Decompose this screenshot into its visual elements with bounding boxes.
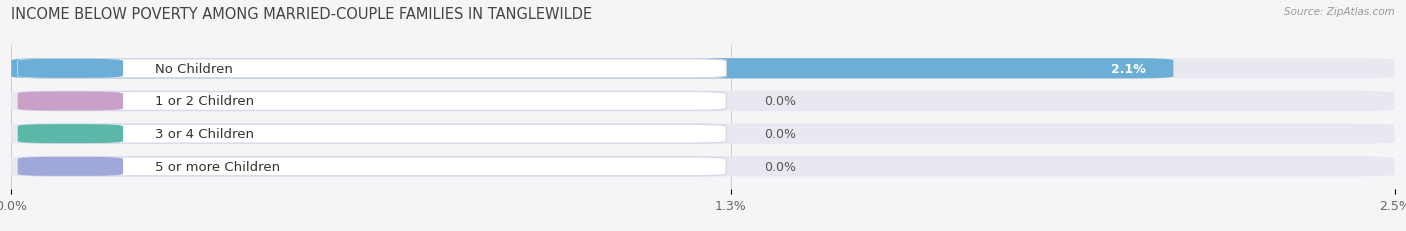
Text: 1 or 2 Children: 1 or 2 Children (155, 95, 254, 108)
FancyBboxPatch shape (18, 60, 727, 78)
Text: 0.0%: 0.0% (763, 128, 796, 140)
FancyBboxPatch shape (18, 157, 124, 176)
FancyBboxPatch shape (11, 91, 1395, 112)
Text: 0.0%: 0.0% (763, 160, 796, 173)
FancyBboxPatch shape (11, 59, 1174, 79)
Text: INCOME BELOW POVERTY AMONG MARRIED-COUPLE FAMILIES IN TANGLEWILDE: INCOME BELOW POVERTY AMONG MARRIED-COUPL… (11, 7, 592, 22)
FancyBboxPatch shape (18, 157, 727, 176)
FancyBboxPatch shape (11, 157, 1395, 177)
FancyBboxPatch shape (18, 125, 727, 143)
Text: Source: ZipAtlas.com: Source: ZipAtlas.com (1284, 7, 1395, 17)
FancyBboxPatch shape (11, 59, 1395, 79)
Text: 5 or more Children: 5 or more Children (155, 160, 280, 173)
Text: 0.0%: 0.0% (763, 95, 796, 108)
FancyBboxPatch shape (18, 60, 124, 78)
FancyBboxPatch shape (18, 92, 727, 111)
Text: No Children: No Children (155, 63, 233, 76)
FancyBboxPatch shape (18, 125, 124, 143)
Text: 2.1%: 2.1% (1111, 63, 1146, 76)
Text: 3 or 4 Children: 3 or 4 Children (155, 128, 254, 140)
FancyBboxPatch shape (11, 124, 1395, 144)
FancyBboxPatch shape (18, 92, 124, 111)
